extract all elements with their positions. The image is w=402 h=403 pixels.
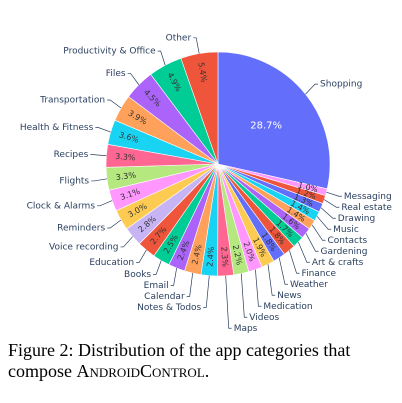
value-label: 28.7% [250,121,282,132]
category-label: Drawing [338,214,375,224]
category-label: Files [106,69,126,79]
leader-line [320,207,336,219]
category-label: Reminders [57,224,105,234]
category-label: Art & crafts [312,258,364,268]
leader-line [305,83,319,95]
category-label: Contacts [328,236,368,246]
pie-slice [217,51,331,190]
leader-line [311,224,326,241]
leader-line [90,154,107,157]
category-label: Health & Fitness [20,123,94,133]
category-label: Music [333,225,359,235]
category-label: Videos [249,313,279,323]
leader-line [97,200,113,207]
leader-line [255,269,262,307]
category-label: Clock & Alarms [27,201,96,211]
category-label: Notes & Todos [137,303,201,313]
category-label: Maps [234,324,258,334]
category-label: Real estate [341,203,392,213]
category-label: Shopping [320,80,362,90]
leader-line [225,275,232,329]
leader-line [127,73,140,85]
category-label: Calendar [144,292,185,302]
category-label: Flights [59,176,89,186]
leader-line [91,178,108,182]
leader-line [267,264,276,296]
category-label: Weather [290,280,328,290]
category-label: Transportation [39,96,105,106]
leader-line [95,127,111,133]
leader-line [240,273,248,318]
category-label: Gardening [321,247,368,257]
value-label: 2.4% [205,246,216,267]
category-label: Voice recording [49,242,118,252]
value-label: 5.4% [196,62,208,84]
category-label: Recipes [54,150,89,160]
leader-line [316,216,332,230]
category-label: Email [144,281,169,291]
leader-line [157,50,166,66]
leader-line [186,273,194,297]
chart: 28.7%1.0%1.2%1.3%1.4%1.4%1.6%1.7%1.8%1.8… [20,33,393,334]
leader-line [324,199,340,208]
value-label: 2.3% [219,246,229,267]
value-label: 3.3% [115,170,137,182]
leader-line [203,275,210,308]
category-label: Productivity & Office [63,47,156,57]
value-label: 2.2% [231,244,244,266]
caption: Figure 2: Distribution of the app catego… [8,340,398,382]
category-label: News [277,291,302,301]
leader-line [289,250,300,274]
category-label: Education [89,258,134,268]
leader-line [170,268,177,286]
leader-line [298,241,310,263]
leader-line [107,219,122,229]
leader-line [107,99,122,109]
caption-name: AndroidControl. [76,361,210,381]
leader-line [153,260,162,275]
category-label: Medication [263,302,312,312]
value-label: 3.3% [115,152,136,162]
caption-text: Figure 2: Distribution of the app catego… [8,340,351,381]
category-label: Other [166,33,192,43]
category-label: Messaging [344,192,392,202]
leader-line [326,191,342,197]
leader-line [193,37,200,54]
leader-line [120,236,133,248]
leader-line [278,257,288,285]
category-label: Finance [302,269,337,279]
pie-slice [180,51,219,165]
leader-line [305,233,319,252]
category-label: Books [124,270,151,280]
leader-line [136,249,147,263]
